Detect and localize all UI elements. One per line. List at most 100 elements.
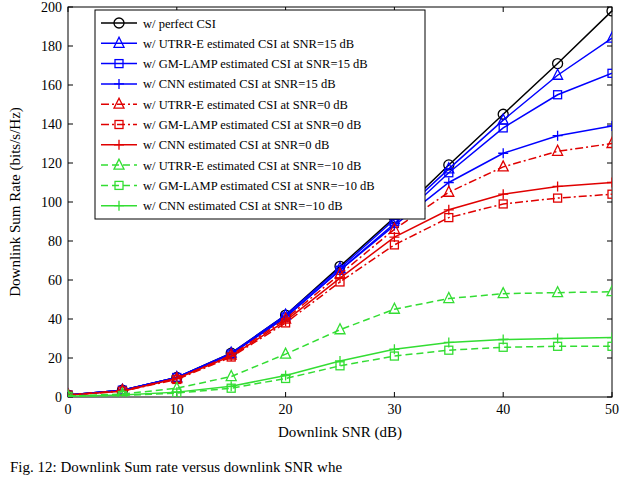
x-tick-label: 50 xyxy=(605,402,619,417)
legend-line xyxy=(101,22,137,24)
legend-line xyxy=(101,103,137,105)
series-line xyxy=(68,126,612,395)
marker-triangle xyxy=(498,161,508,171)
legend-line xyxy=(101,124,137,126)
marker-circle xyxy=(607,7,612,16)
x-tick-label: 10 xyxy=(170,402,184,417)
marker-square xyxy=(554,194,562,202)
x-axis-label: Downlink SNR (dB) xyxy=(278,424,402,441)
legend-label: w/ GM-LAMP estimated CSI at SNR=0 dB xyxy=(143,118,361,132)
legend-label: w/ UTRR-E estimated CSI at SNR=0 dB xyxy=(143,98,348,112)
marker-triangle xyxy=(498,114,508,124)
y-tick-label: 160 xyxy=(41,78,62,93)
legend-label: w/ CNN estimated CSI at SNR=−10 dB xyxy=(143,199,343,213)
marker-square xyxy=(445,346,453,354)
marker-square xyxy=(608,190,612,198)
data-group xyxy=(68,7,612,397)
marker-plus xyxy=(607,178,612,188)
legend-label: w/ perfect CSI xyxy=(143,17,216,31)
y-tick-label: 120 xyxy=(41,156,62,171)
x-tick-label: 0 xyxy=(65,402,72,417)
chart: 01020304050020406080100120140160180200Do… xyxy=(0,0,624,480)
y-tick-label: 100 xyxy=(41,195,62,210)
marker-plus xyxy=(553,181,563,191)
marker-triangle xyxy=(607,32,612,42)
y-tick-label: 60 xyxy=(48,273,62,288)
marker-square xyxy=(445,169,453,177)
y-tick xyxy=(68,319,612,320)
marker-triangle xyxy=(444,293,454,303)
marker-plus xyxy=(335,273,345,283)
legend-label: w/ CNN estimated CSI at SNR=15 dB xyxy=(143,77,335,91)
legend-label: w/ GM-LAMP estimated CSI at SNR=15 dB xyxy=(143,57,368,71)
legend-marker xyxy=(115,121,123,129)
marker-square xyxy=(608,342,612,350)
plot-frame xyxy=(68,7,612,397)
legend-label: w/ UTRR-E estimated CSI at SNR=−10 dB xyxy=(143,159,361,173)
marker-plus xyxy=(117,390,127,397)
marker-plus xyxy=(444,337,454,347)
marker-triangle xyxy=(335,324,345,334)
marker-triangle xyxy=(444,186,454,196)
marker-plus xyxy=(498,148,508,158)
marker-plus xyxy=(498,189,508,199)
legend-marker xyxy=(114,98,124,108)
marker-square xyxy=(554,91,562,99)
series-line xyxy=(68,11,612,395)
legend-label: w/ GM-LAMP estimated CSI at SNR=−10 dB xyxy=(143,179,375,193)
legend-marker xyxy=(114,18,124,28)
marker-triangle xyxy=(607,138,612,148)
legend-marker xyxy=(114,37,124,47)
y-tick xyxy=(68,241,612,242)
marker-plus xyxy=(281,316,291,326)
series-line xyxy=(68,346,612,396)
marker-triangle xyxy=(389,303,399,313)
marker-square xyxy=(499,124,507,132)
y-tick-label: 80 xyxy=(48,234,62,249)
marker-plus xyxy=(498,334,508,344)
marker-plus xyxy=(389,232,399,242)
marker-triangle xyxy=(607,286,612,296)
legend-line xyxy=(101,43,137,45)
legend-label: w/ UTRR-E estimated CSI at SNR=15 dB xyxy=(143,37,354,51)
marker-plus xyxy=(281,371,291,381)
legend-line xyxy=(101,63,137,65)
y-axis-label: Downlink Sum Rate (bits/s/Hz) xyxy=(7,107,24,297)
x-tick-label: 30 xyxy=(387,402,401,417)
legend-marker xyxy=(114,140,124,150)
legend-line xyxy=(101,164,137,166)
marker-triangle xyxy=(553,287,563,297)
y-tick xyxy=(68,7,612,8)
x-tick-label: 40 xyxy=(496,402,510,417)
series-line xyxy=(68,144,612,396)
marker-plus xyxy=(226,351,236,361)
marker-triangle xyxy=(281,348,291,358)
marker-triangle xyxy=(553,69,563,79)
marker-plus xyxy=(607,333,612,343)
marker-circle xyxy=(553,59,563,69)
marker-square xyxy=(608,69,612,77)
marker-plus xyxy=(226,381,236,391)
legend: w/ perfect CSI w/ UTRR-E estimated CSI at… xyxy=(95,10,425,219)
background xyxy=(0,0,624,480)
series-line xyxy=(68,292,612,396)
marker-plus xyxy=(553,131,563,141)
marker-plus xyxy=(444,205,454,215)
series-line xyxy=(68,194,612,395)
legend-marker xyxy=(115,60,123,68)
marker-plus xyxy=(553,334,563,344)
marker-triangle xyxy=(389,223,399,233)
x-tick-label: 20 xyxy=(279,402,293,417)
legend-box xyxy=(95,10,425,219)
y-tick-label: 200 xyxy=(41,0,62,15)
marker-plus xyxy=(389,344,399,354)
legend-marker xyxy=(114,201,124,211)
caption: Fig. 12: Downlink Sum rate versus downli… xyxy=(10,459,342,475)
y-tick-label: 40 xyxy=(48,312,62,327)
y-tick-label: 140 xyxy=(41,117,62,132)
marker-triangle xyxy=(226,371,236,381)
y-tick-label: 0 xyxy=(55,390,62,405)
y-tick xyxy=(68,397,612,398)
marker-triangle xyxy=(553,145,563,155)
y-tick-label: 20 xyxy=(48,351,62,366)
